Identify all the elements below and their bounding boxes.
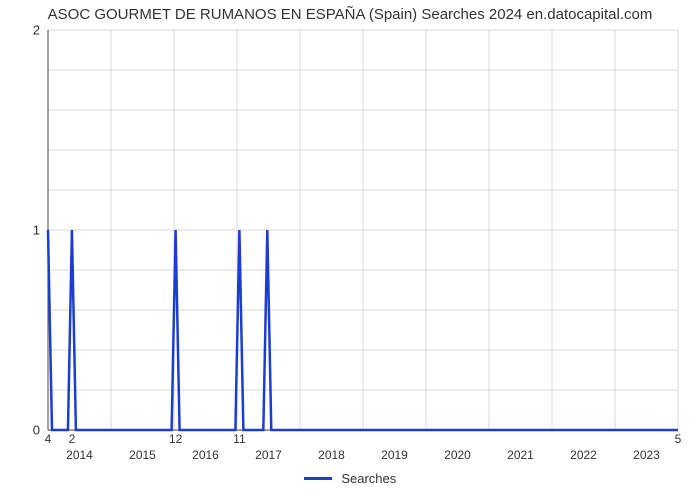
x-tick-label: 2022 <box>570 448 597 462</box>
data-point-label: 12 <box>169 432 182 446</box>
data-point-label: 2 <box>69 432 76 446</box>
x-tick-label: 2016 <box>192 448 219 462</box>
legend-label: Searches <box>341 471 396 486</box>
x-tick-label: 2018 <box>318 448 345 462</box>
y-tick-label: 2 <box>10 23 40 38</box>
y-tick-label: 0 <box>10 423 40 438</box>
plot-area <box>48 30 678 430</box>
data-point-label: 4 <box>45 432 52 446</box>
data-point-label: 11 <box>233 432 245 446</box>
x-tick-label: 2015 <box>129 448 156 462</box>
legend-swatch <box>304 477 332 480</box>
x-tick-label: 2014 <box>66 448 93 462</box>
chart-svg <box>48 30 678 430</box>
x-tick-label: 2023 <box>633 448 660 462</box>
searches-chart: ASOC GOURMET DE RUMANOS EN ESPAÑA (Spain… <box>0 0 700 500</box>
chart-title: ASOC GOURMET DE RUMANOS EN ESPAÑA (Spain… <box>0 6 700 23</box>
chart-legend: Searches <box>0 470 700 486</box>
x-tick-label: 2019 <box>381 448 408 462</box>
x-tick-label: 2021 <box>507 448 534 462</box>
x-tick-label: 2017 <box>255 448 282 462</box>
y-tick-label: 1 <box>10 223 40 238</box>
data-point-label: 5 <box>675 432 682 446</box>
x-tick-label: 2020 <box>444 448 471 462</box>
